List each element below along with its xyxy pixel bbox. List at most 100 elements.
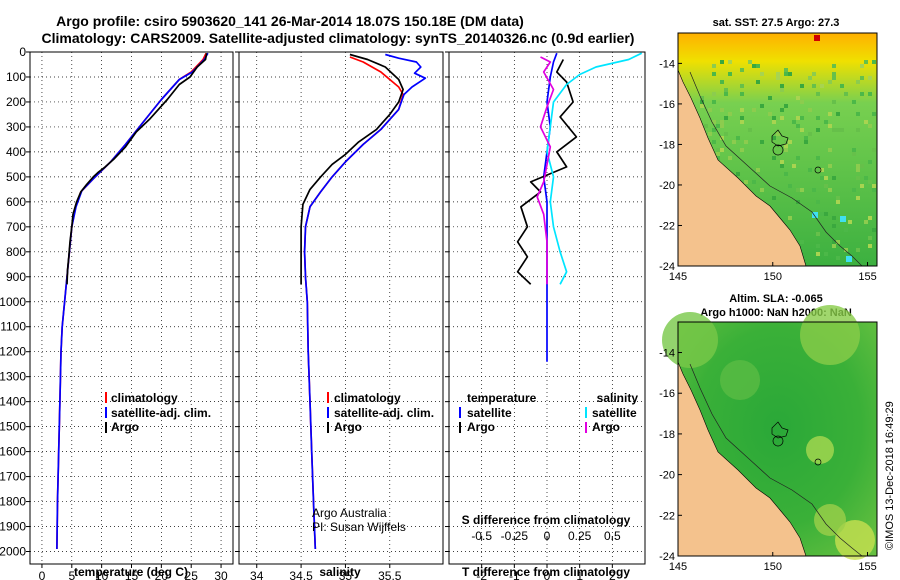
sst-map-title: sat. SST: 27.5 Argo: 27.3 (713, 17, 840, 29)
sst-pixel (700, 104, 704, 108)
sst-shelf-contour (689, 71, 863, 267)
series-line-argo (66, 53, 208, 285)
sla-anomaly-blob (835, 520, 875, 560)
sst-pixel (784, 144, 788, 148)
sst-pixel (748, 128, 752, 132)
x-tick-label: 0 (544, 569, 551, 580)
sst-pixel (756, 64, 760, 68)
depth-tick-label: 900 (6, 270, 26, 284)
sst-pixel (744, 140, 748, 144)
sst-pixel (780, 88, 784, 92)
sst-pixel (840, 128, 844, 132)
sst-reef-ring (772, 144, 784, 156)
sla-anomaly-field (662, 305, 875, 560)
sst-pixel (780, 108, 784, 112)
sst-pixel (712, 100, 716, 104)
sst-pixel (760, 104, 764, 108)
depth-tick-label: 200 (6, 95, 26, 109)
s-tick-label: 0.5 (604, 529, 621, 543)
sst-pixel (724, 88, 728, 92)
x-tick-label: 35.5 (378, 569, 402, 580)
s-difference-tick-labels: -0.5 -0.25 0 0.25 0.5 (471, 529, 621, 543)
depth-tick-label: 1800 (0, 495, 26, 509)
depth-tick-label: 1900 (0, 520, 26, 534)
map-y-tick-label: -20 (659, 180, 675, 192)
sst-pixel (824, 176, 828, 180)
map-y-tick-label: -14 (659, 348, 675, 360)
sst-pixel (780, 116, 784, 120)
sst-pixel (860, 164, 864, 168)
s-tick-label: 0.25 (568, 529, 592, 543)
depth-tick-label: 500 (6, 170, 26, 184)
sst-pixel (832, 216, 836, 220)
sst-pixel (756, 80, 760, 84)
sst-pixel (840, 84, 844, 88)
sst-pixel (704, 124, 708, 128)
credit-stamp: ©IMOS 13-Dec-2018 16:49:29 (884, 401, 896, 550)
depth-tick-label: 300 (6, 120, 26, 134)
sst-pixel (832, 76, 836, 80)
sst-pixel (752, 180, 756, 184)
sst-pixel (740, 92, 744, 96)
sst-map-frame (677, 32, 878, 267)
sst-pixel (712, 64, 716, 68)
sst-pixel (788, 72, 792, 76)
sst-pixel (860, 64, 864, 68)
t-difference-tick-labels: -2 -1 0 1 2 (476, 569, 616, 580)
sst-pixel (868, 160, 872, 164)
legend-climatology-label: climatology (111, 391, 178, 405)
sst-pixel (780, 84, 784, 88)
map-y-tick-label: -22 (659, 510, 675, 522)
depth-tick-label: 1600 (0, 445, 26, 459)
sst-pixel (872, 112, 876, 116)
sst-pixel (776, 76, 780, 80)
sst-pixel (780, 160, 784, 164)
sst-pixel (836, 256, 840, 260)
sst-pixel (736, 136, 740, 140)
x-tick-label: 20 (155, 569, 169, 580)
x-tick-label: 10 (95, 569, 109, 580)
sst-pixel (860, 92, 864, 96)
sst-pixel (856, 248, 860, 252)
sst-pixel (772, 116, 776, 120)
map-y-tick-label: -24 (659, 551, 675, 563)
sst-pixel (868, 92, 872, 96)
sst-pixel (800, 84, 804, 88)
sst-pixel (728, 156, 732, 160)
sst-pixel (816, 244, 820, 248)
difference-panel: -2 -1 0 1 2 -0.5 -0.25 0 0.25 0.5 T difference f… (445, 51, 646, 580)
sst-pixel (848, 220, 852, 224)
sst-pixel (748, 60, 752, 64)
sst-pixel (796, 188, 800, 192)
sst-pixel (740, 84, 744, 88)
sst-pixel (740, 148, 744, 152)
sst-pixel (856, 164, 860, 168)
sst-pixel (800, 116, 804, 120)
sst-pixel (820, 168, 824, 172)
map-y-tick-label: -16 (659, 99, 675, 111)
sst-pixel (864, 220, 868, 224)
sst-pixel (808, 132, 812, 136)
depth-tick-label: 0 (19, 45, 26, 59)
temperature-gridlines (26, 51, 233, 568)
sst-pixel (820, 176, 824, 180)
sst-pixel (780, 148, 784, 152)
sst-pixel (800, 128, 804, 132)
sst-pixel (720, 108, 724, 112)
sst-pixel (780, 164, 784, 168)
sst-pixel (872, 228, 876, 232)
sst-pixel (716, 156, 720, 160)
sst-pixel (828, 112, 832, 116)
sst-pixel (828, 80, 832, 84)
salinity-legend: climatology satellite-adj. clim. Argo (327, 391, 434, 434)
sst-pixel (712, 140, 716, 144)
sst-cyan-pixel (846, 256, 852, 262)
sst-pixel (800, 188, 804, 192)
sst-pixel (860, 184, 864, 188)
sst-pixel (836, 128, 840, 132)
sst-pixel (836, 112, 840, 116)
series-line-salinity-satellite (546, 52, 643, 285)
sst-pixel (832, 176, 836, 180)
sst-land (677, 69, 807, 267)
sst-pixel (724, 92, 728, 96)
